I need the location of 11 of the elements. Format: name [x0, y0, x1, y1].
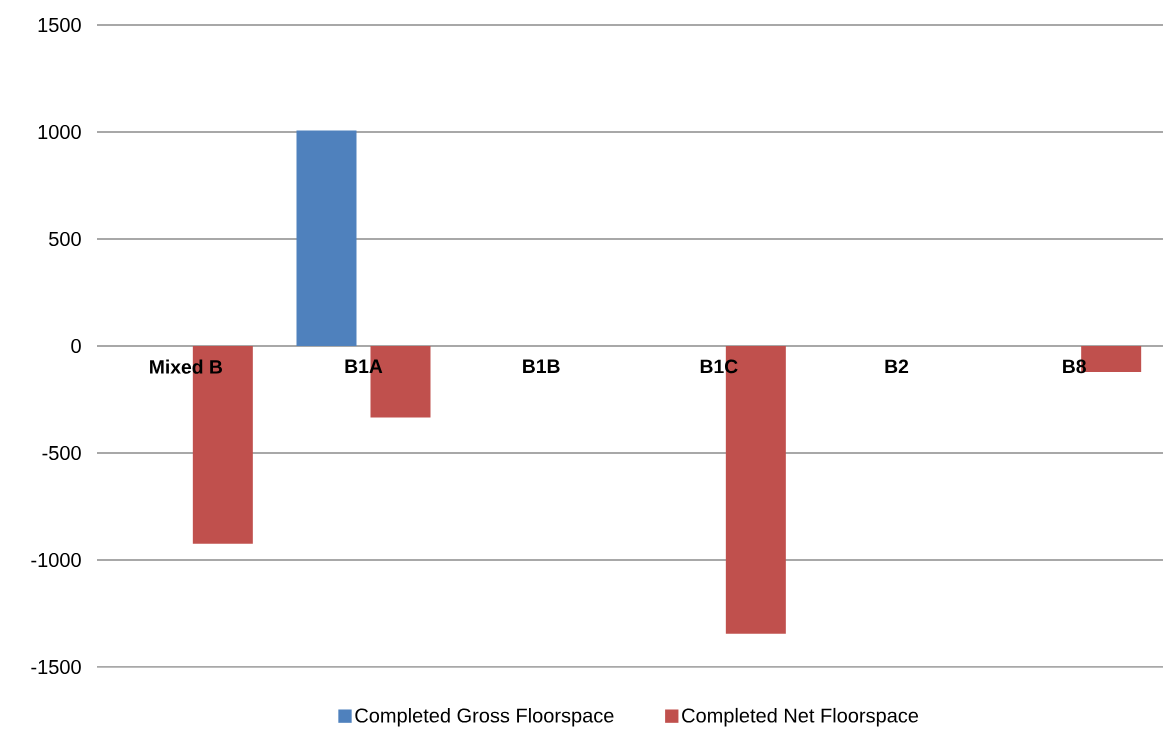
y-tick-label: 1500 [38, 17, 81, 33]
y-tick-label: -500 [42, 445, 81, 461]
y-tick-label: 0 [71, 338, 81, 354]
y-tick-label: -1000 [31, 552, 81, 568]
y-tick-label: 1000 [38, 124, 81, 140]
y-tick-label: -1500 [31, 659, 81, 675]
legend-label: Completed Net Floorspace [682, 707, 919, 727]
x-tick-label: B2 [885, 359, 909, 374]
legend-label: Completed Gross Floorspace [355, 707, 614, 727]
y-tick-label: 500 [49, 231, 81, 247]
x-tick-label: B1B [523, 359, 560, 373]
